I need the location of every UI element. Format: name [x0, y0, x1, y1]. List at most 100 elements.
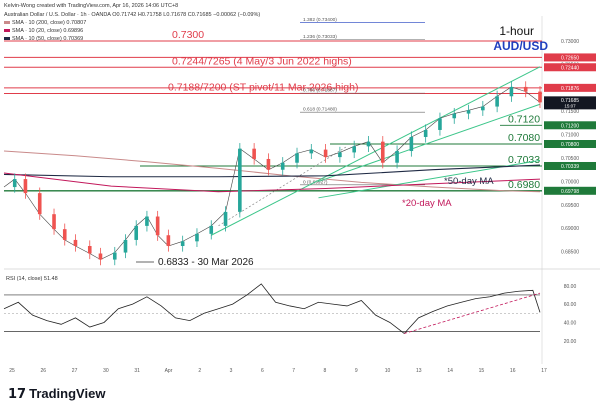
ma-20-annotation: *20-day MA — [402, 198, 452, 209]
fib-level-label: 0.786 (0.71887) — [303, 88, 337, 94]
candle-body — [266, 158, 271, 170]
current-price-badge — [544, 96, 596, 110]
price-axis-value-badge — [544, 83, 596, 92]
price-axis-tick-label: 0.70500 — [561, 156, 579, 162]
candle-body — [481, 106, 485, 111]
price-axis-tick-label: 0.68500 — [561, 250, 579, 256]
candle-body — [280, 162, 285, 170]
candle-body — [12, 179, 17, 188]
fib-level-label: 1.382 (0.73400) — [303, 17, 337, 23]
candle-body — [380, 141, 385, 163]
x-axis-tick-label: 7 — [292, 368, 295, 374]
ma-50-annotation: *50-day MA — [444, 176, 494, 187]
rsi-axis-tick-label: 40.00 — [564, 320, 577, 326]
candle-body — [323, 149, 328, 158]
price-axis-tick-label: 0.71500 — [561, 109, 579, 115]
last-price-time-label: 15:07 — [564, 103, 576, 108]
ma-20-line — [3, 172, 541, 193]
price-axis-value-badge — [544, 63, 596, 72]
candle-body — [252, 148, 256, 159]
symbol-ohlc-line: Australian Dollar / U.S. Dollar · 1h · O… — [4, 12, 261, 18]
candle-body — [73, 239, 78, 247]
x-axis-tick-label: 27 — [72, 368, 78, 374]
price-axis-value-label: 0.71876 — [561, 86, 579, 92]
x-axis-tick-label: 6 — [261, 368, 264, 374]
x-axis-tick-label: 26 — [41, 368, 47, 374]
x-axis-tick-label: 13 — [416, 368, 422, 374]
price-axis-tick-label: 0.73000 — [561, 39, 579, 45]
x-axis-tick-label: 30 — [103, 368, 109, 374]
price-axis-value-badge — [544, 53, 596, 62]
price-axis-value-badge — [544, 161, 596, 170]
support-level-label: 0.7080 — [508, 132, 540, 144]
candle-body — [145, 216, 149, 226]
timeframe-title: 1-hour — [499, 24, 534, 38]
rsi-title: RSI (14, close) 51.48 — [6, 276, 58, 282]
sma-20-legend: SMA · 10 (20, close) 0.69896 — [4, 28, 83, 34]
support-level-label: 0.7120 — [508, 113, 540, 125]
x-axis-tick-label: 3 — [230, 368, 233, 374]
price-axis-value-label: 0.72650 — [561, 55, 579, 61]
candle-body — [166, 235, 171, 247]
candle-body — [134, 225, 139, 240]
rsi-pane — [4, 272, 540, 350]
candle-body — [37, 193, 42, 215]
candle-body — [223, 211, 228, 226]
candle-body — [87, 246, 92, 254]
support-level-label: 0.6980 — [508, 179, 540, 191]
price-axis-tick-label: 0.69000 — [561, 226, 579, 232]
tradingview-logo-icon: 𝟭𝟳 — [8, 386, 27, 401]
candle-body — [52, 214, 56, 230]
x-axis-tick-label: Apr — [165, 368, 173, 374]
candle-body — [409, 136, 414, 152]
x-axis-tick-label: 10 — [385, 368, 391, 374]
candle-body — [423, 129, 428, 137]
x-axis-tick-label: 25 — [9, 368, 15, 374]
support-level-label: 0.7033 — [508, 154, 540, 166]
candle-body — [523, 86, 528, 92]
current-price-label: 0.71685 — [561, 98, 579, 104]
candle-body — [238, 148, 242, 212]
x-axis-tick-label: 16 — [510, 368, 516, 374]
tradingview-logo-text: TradingView — [29, 386, 106, 401]
candle-body — [466, 110, 471, 114]
fib-level-label: 0.618 (0.71480) — [303, 107, 337, 113]
resistance-level-label: 0.7188/7200 (ST pivot/11 Mar 2026 high) — [168, 81, 359, 93]
x-axis-tick-label: 9 — [355, 368, 358, 374]
price-axis-value-badge — [544, 186, 596, 195]
candle-body — [98, 253, 103, 260]
x-axis-tick-label: 17 — [541, 368, 547, 374]
price-axis-value-label: 0.69798 — [561, 189, 579, 195]
channel-line — [318, 103, 541, 182]
candle-body — [295, 153, 299, 163]
candle-body — [338, 152, 342, 158]
sma-200-legend: SMA · 10 (200, close) 0.70807 — [4, 20, 86, 26]
candle-body — [538, 91, 542, 103]
price-axis-value-label: 0.72440 — [561, 65, 579, 71]
candle-body — [366, 141, 371, 147]
ma-50-line — [3, 164, 541, 178]
resistance-level-label: 0.7300 — [172, 29, 204, 41]
candle-body — [452, 113, 457, 119]
candle-body — [123, 239, 128, 253]
price-axis-tick-label: 0.70000 — [561, 179, 579, 185]
resistance-level-label: 0.7244/7265 (4 May/3 Jun 2022 highs) — [172, 55, 352, 67]
candle-body — [195, 233, 199, 242]
rsi-axis-tick-label: 20.00 — [564, 339, 577, 345]
candle-body — [180, 241, 185, 247]
price-axis-value-label: 0.70339 — [561, 164, 579, 170]
x-axis-tick-label: 14 — [447, 368, 453, 374]
channel-line — [211, 66, 541, 236]
rsi-axis-tick-label: 60.00 — [564, 302, 577, 308]
price-axis-value-badge — [544, 121, 596, 130]
x-axis-tick-label: 8 — [324, 368, 327, 374]
candle-body — [62, 229, 67, 240]
price-axis-value-label: 0.71200 — [561, 123, 579, 129]
price-axis-value-badge — [544, 140, 596, 148]
price-axis-tick-label: 0.71000 — [561, 133, 579, 139]
footer-bar: 𝟭𝟳 TradingView — [0, 379, 600, 405]
x-axis-tick-label: 15 — [479, 368, 485, 374]
tradingview-logo[interactable]: 𝟭𝟳 TradingView — [8, 386, 105, 402]
sma-50-legend: SMA · 10 (50, close) 0.70369 — [4, 36, 83, 42]
